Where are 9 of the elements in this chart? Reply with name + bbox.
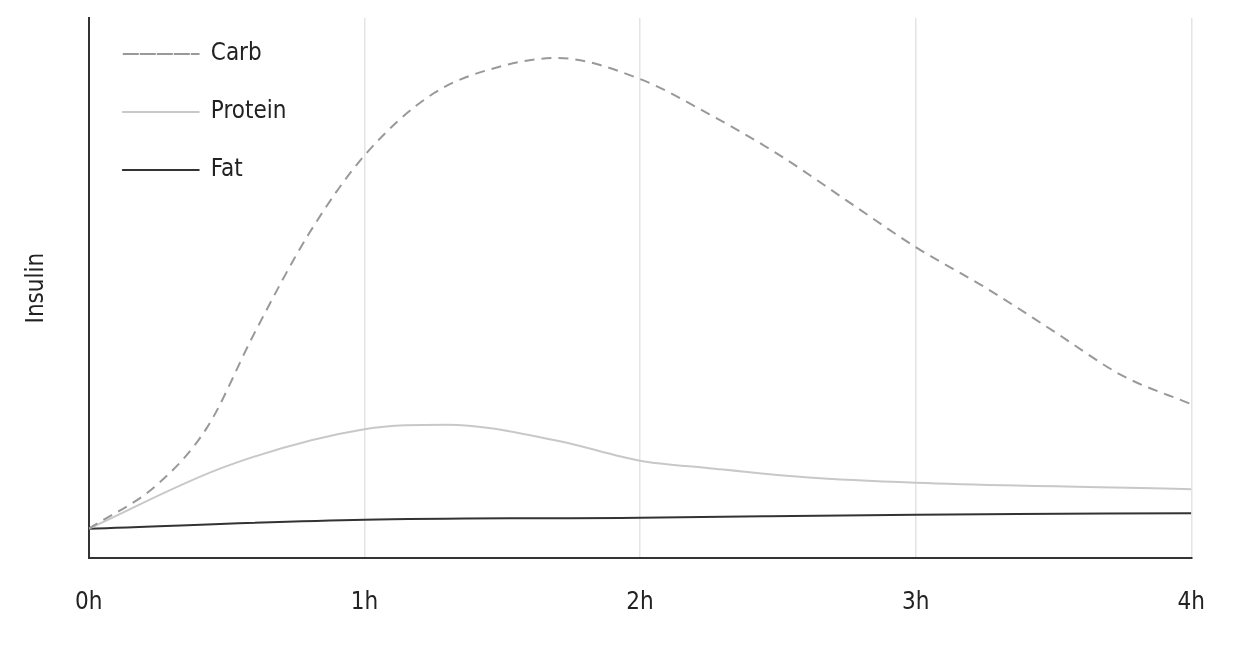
x-tick-label: 0h <box>75 586 103 615</box>
legend-label: Protein <box>210 96 287 125</box>
x-tick-label: 2h <box>626 586 654 615</box>
x-tick-label: 3h <box>901 586 930 615</box>
y-axis-title: Insulin <box>20 252 49 324</box>
legend-label: Carb <box>210 38 262 67</box>
x-tick-label: 4h <box>1177 586 1205 615</box>
legend-label: Fat <box>210 154 243 183</box>
x-tick-label: 1h <box>350 586 379 615</box>
